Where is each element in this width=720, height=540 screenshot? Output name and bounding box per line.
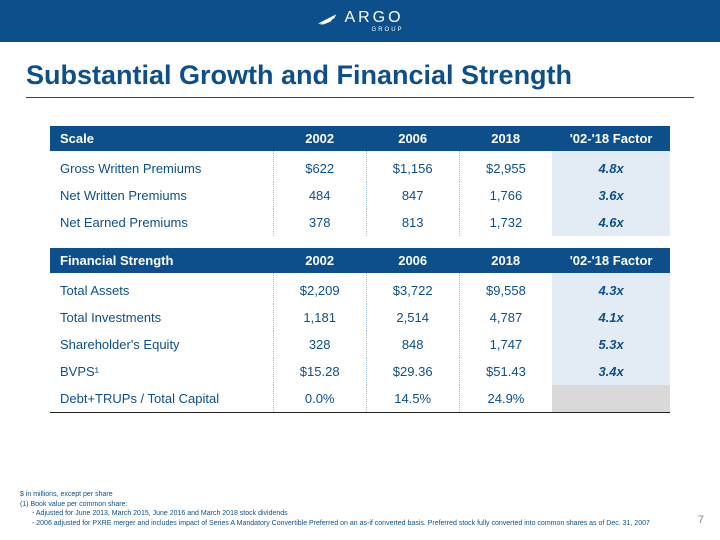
footnote-line: (1) Book value per common share: xyxy=(20,500,670,509)
cell-value: 14.5% xyxy=(366,385,459,413)
cell-factor xyxy=(552,385,670,413)
cell-label: Shareholder's Equity xyxy=(50,331,273,358)
col-2002: 2002 xyxy=(273,126,366,151)
footnote-line: $ in millions, except per share xyxy=(20,490,670,499)
cell-value: $15.28 xyxy=(273,358,366,385)
logo-subtitle: GROUP xyxy=(344,27,403,33)
page-title: Substantial Growth and Financial Strengt… xyxy=(26,60,720,91)
table-row: BVPS¹ $15.28 $29.36 $51.43 3.4x xyxy=(50,358,670,385)
cell-value: 328 xyxy=(273,331,366,358)
cell-value: 1,747 xyxy=(459,331,552,358)
table-row: Net Written Premiums 484 847 1,766 3.6x xyxy=(50,182,670,209)
cell-factor: 4.3x xyxy=(552,273,670,304)
cell-value: 24.9% xyxy=(459,385,552,413)
cell-factor: 4.6x xyxy=(552,209,670,236)
table-row: Total Assets $2,209 $3,722 $9,558 4.3x xyxy=(50,273,670,304)
cell-value: 0.0% xyxy=(273,385,366,413)
cell-value: $29.36 xyxy=(366,358,459,385)
tables-container: Scale 2002 2006 2018 '02-'18 Factor Gros… xyxy=(50,126,670,413)
table-row: Total Investments 1,181 2,514 4,787 4.1x xyxy=(50,304,670,331)
cell-value: $2,209 xyxy=(273,273,366,304)
table-row: Net Earned Premiums 378 813 1,732 4.6x xyxy=(50,209,670,236)
cell-value: 1,766 xyxy=(459,182,552,209)
cell-value: 2,514 xyxy=(366,304,459,331)
page-number: 7 xyxy=(698,514,704,526)
table-header-row: Financial Strength 2002 2006 2018 '02-'1… xyxy=(50,248,670,273)
cell-label: Net Earned Premiums xyxy=(50,209,273,236)
cell-label: Total Assets xyxy=(50,273,273,304)
cell-label: Net Written Premiums xyxy=(50,182,273,209)
footnotes: $ in millions, except per share (1) Book… xyxy=(20,490,670,528)
col-factor: '02-'18 Factor xyxy=(552,248,670,273)
footnote-line: - 2006 adjusted for PXRE merger and incl… xyxy=(20,519,670,528)
cell-label: Debt+TRUPs / Total Capital xyxy=(50,385,273,413)
header-bar: ARGO GROUP xyxy=(0,0,720,42)
col-2002: 2002 xyxy=(273,248,366,273)
cell-value: $622 xyxy=(273,151,366,182)
cell-factor: 5.3x xyxy=(552,331,670,358)
scale-table: Scale 2002 2006 2018 '02-'18 Factor Gros… xyxy=(50,126,670,236)
table-row: Shareholder's Equity 328 848 1,747 5.3x xyxy=(50,331,670,358)
table-row: Gross Written Premiums $622 $1,156 $2,95… xyxy=(50,151,670,182)
cell-value: 1,732 xyxy=(459,209,552,236)
cell-factor: 4.1x xyxy=(552,304,670,331)
cell-value: $2,955 xyxy=(459,151,552,182)
table-row: Debt+TRUPs / Total Capital 0.0% 14.5% 24… xyxy=(50,385,670,413)
col-2006: 2006 xyxy=(366,248,459,273)
cell-value: 484 xyxy=(273,182,366,209)
cell-value: 1,181 xyxy=(273,304,366,331)
cell-label: Gross Written Premiums xyxy=(50,151,273,182)
cell-factor: 4.8x xyxy=(552,151,670,182)
cell-label: Total Investments xyxy=(50,304,273,331)
logo-text-block: ARGO GROUP xyxy=(344,10,403,33)
cell-value: $51.43 xyxy=(459,358,552,385)
cell-value: $3,722 xyxy=(366,273,459,304)
footnote-line: - Adjusted for June 2013, March 2015, Ju… xyxy=(20,509,670,518)
cell-label: BVPS¹ xyxy=(50,358,273,385)
cell-value: 848 xyxy=(366,331,459,358)
cell-value: 378 xyxy=(273,209,366,236)
col-factor: '02-'18 Factor xyxy=(552,126,670,151)
cell-factor: 3.4x xyxy=(552,358,670,385)
cell-value: $9,558 xyxy=(459,273,552,304)
logo-name: ARGO xyxy=(344,10,403,26)
cell-value: 813 xyxy=(366,209,459,236)
table-header-row: Scale 2002 2006 2018 '02-'18 Factor xyxy=(50,126,670,151)
cell-factor: 3.6x xyxy=(552,182,670,209)
cell-value: $1,156 xyxy=(366,151,459,182)
cell-value: 4,787 xyxy=(459,304,552,331)
financial-strength-table: Financial Strength 2002 2006 2018 '02-'1… xyxy=(50,248,670,413)
col-label: Financial Strength xyxy=(50,248,273,273)
logo-wing-icon xyxy=(316,12,338,31)
title-underline xyxy=(26,97,694,98)
col-2006: 2006 xyxy=(366,126,459,151)
col-2018: 2018 xyxy=(459,248,552,273)
col-label: Scale xyxy=(50,126,273,151)
col-2018: 2018 xyxy=(459,126,552,151)
cell-value: 847 xyxy=(366,182,459,209)
